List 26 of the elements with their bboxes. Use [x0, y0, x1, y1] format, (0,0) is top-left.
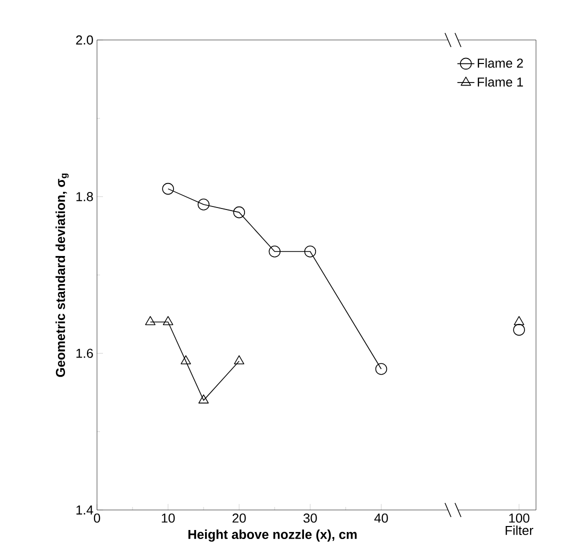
- point: [268, 246, 281, 258]
- y-tick-label: 2.0: [76, 35, 93, 45]
- x-axis-title: Filter: [506, 526, 534, 536]
- point: [198, 394, 209, 404]
- x-tick-label: 20: [232, 514, 246, 523]
- x-tick-label: 100: [509, 514, 530, 523]
- x-tick-label: 30: [303, 514, 317, 523]
- legend-label: Flame 1: [478, 77, 523, 87]
- x-axis-title: Height above nozzle (x), cm: [188, 530, 357, 542]
- point: [375, 363, 388, 375]
- point: [162, 316, 174, 326]
- point: [233, 206, 246, 218]
- x-tick-label: 10: [162, 514, 175, 523]
- x-tick-label: 40: [374, 514, 388, 523]
- point: [304, 246, 316, 258]
- y-tick-label: 1.4: [76, 506, 94, 514]
- point: [162, 182, 174, 195]
- y-tick-label: 1.6: [76, 348, 93, 358]
- legend-label: Flame 2: [478, 58, 523, 68]
- point: [180, 355, 191, 364]
- y-axis-title: Geometric standard deviation, σ$_{g}$: [56, 174, 69, 377]
- point: [198, 198, 210, 210]
- x-tick-label: 0: [94, 514, 100, 523]
- y-tick-label: 1.8: [76, 192, 93, 202]
- point: [234, 355, 244, 364]
- point: [145, 316, 156, 326]
